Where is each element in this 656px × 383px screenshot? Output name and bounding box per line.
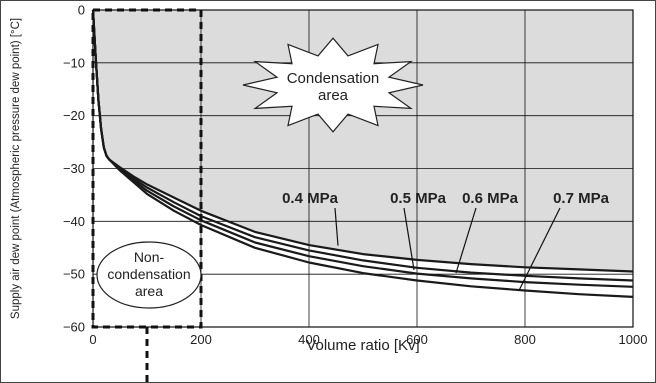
series-leader-line: [518, 207, 561, 291]
series-leader-line: [334, 207, 339, 246]
condensation-area-label: Condensation: [287, 70, 380, 87]
x-axis-title: Volume ratio [Kv]: [306, 337, 419, 354]
condensation-area-label: area: [318, 87, 349, 104]
plot-border: [92, 9, 634, 328]
x-tick-label: 1000: [619, 332, 648, 347]
x-tick-label: 600: [406, 332, 428, 347]
series-label: 0.5 MPa: [390, 190, 447, 207]
y-tick-label: −20: [63, 108, 85, 123]
x-tick-label: 800: [514, 332, 536, 347]
y-tick-label: −40: [63, 214, 85, 229]
y-tick-label: −30: [63, 161, 85, 176]
y-tick-label: −60: [63, 320, 85, 335]
y-tick-label: −50: [63, 267, 85, 282]
x-tick-label: 400: [298, 332, 320, 347]
y-axis-title: Supply air dew point (Atmospheric pressu…: [10, 18, 22, 319]
y-tick-label: −10: [63, 55, 85, 70]
series-label: 0.6 MPa: [462, 190, 519, 207]
non-condensation-box: [91, 8, 203, 329]
series-label: 0.7 MPa: [553, 190, 610, 207]
labels: 0 200 400 600 800 1000 0 −10 −20 −30 −40 −50 −60 Volu…: [10, 3, 647, 355]
series-leader-line: [403, 207, 415, 271]
non-condensation-area-label: area: [135, 283, 163, 299]
condensation-area-burst: [242, 37, 424, 133]
x-tick-label: 0: [89, 332, 96, 347]
series-label: 0.4 MPa: [282, 190, 339, 207]
series-leader-line: [455, 207, 477, 274]
x-tick-label: 200: [190, 332, 212, 347]
non-condensation-area-ellipse: [96, 241, 202, 309]
series-line-0-7-mpa: [91, 9, 634, 298]
non-condensation-area-label: Non-: [134, 249, 165, 265]
condensation-area-fill: [93, 10, 633, 272]
y-tick-label: 0: [78, 3, 85, 18]
non-condensation-area-label: condensation: [107, 266, 190, 282]
